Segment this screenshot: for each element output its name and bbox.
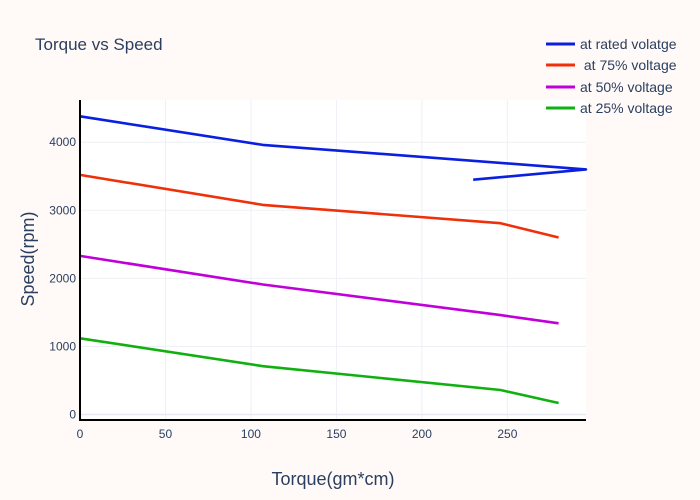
x-tick-label: 150 [326,427,346,441]
plot-area [80,100,586,420]
x-tick-label: 250 [497,427,517,441]
y-tick-label: 0 [69,408,76,422]
series-line-3[interactable] [79,337,559,405]
tick-labels: 0 50 100 150 200 250 0 1000 2000 3000 4000 [49,135,517,441]
y-tick-label: 2000 [49,271,76,285]
y-axis-title: Speed(rpm) [18,211,38,306]
legend-label-75: at 75% voltage [580,57,677,73]
series-lines [79,115,588,405]
y-tick-label: 4000 [49,135,76,149]
x-tick-label: 200 [412,427,432,441]
legend-label-25: at 25% voltage [580,100,673,116]
chart-title: Torque vs Speed [35,35,163,54]
y-tick-label: 1000 [49,339,76,353]
x-tick-label: 0 [77,427,84,441]
legend-label-rated: at rated volatge [580,36,677,52]
series-line-2[interactable] [79,254,559,325]
series-line-1[interactable] [79,173,559,239]
legend-label-50: at 50% voltage [580,79,673,95]
y-tick-label: 3000 [49,203,76,217]
series-line-0[interactable] [79,115,588,181]
grid [79,100,586,420]
legend[interactable]: at rated volatge at 75% voltage at 50% v… [546,36,677,116]
x-tick-label: 50 [159,427,173,441]
axes [79,100,586,421]
x-axis-title: Torque(gm*cm) [271,469,394,489]
x-tick-label: 100 [241,427,261,441]
